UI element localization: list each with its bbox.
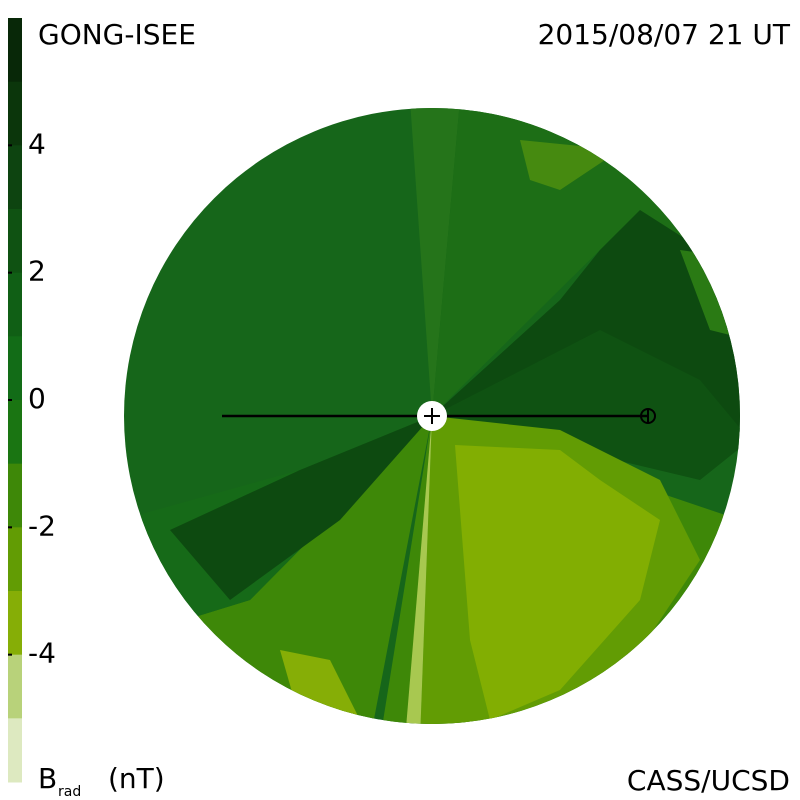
colorbar-tick-label: 2 [28, 255, 46, 288]
source-label: GONG-ISEE [38, 18, 196, 51]
quantity-subscript: rad [58, 784, 81, 800]
colorbar-band [8, 400, 22, 465]
colorbar-band [8, 81, 22, 146]
colorbar-band [8, 336, 22, 401]
unit-label: (nT) [108, 762, 165, 795]
date-label: 2015/08/07 21 UT [538, 18, 791, 51]
colorbar-tick-label: 4 [28, 127, 46, 160]
colorbar-tick-label: -2 [28, 509, 56, 542]
colorbar-band [8, 463, 22, 528]
colorbar-band [8, 718, 22, 783]
colorbar-band [8, 272, 22, 337]
colorbar-tick-label: -4 [28, 637, 56, 670]
quantity-label: B [38, 762, 57, 795]
credit-label: CASS/UCSD [627, 764, 790, 797]
colorbar-band [8, 145, 22, 210]
colorbar-tick-label: 0 [28, 382, 46, 415]
colorbar-band [8, 591, 22, 656]
solar-wind-disk [124, 108, 740, 724]
colorbar-band [8, 18, 22, 83]
colorbar: 4 2 0 -2 -4 [8, 18, 56, 783]
colorbar-band [8, 209, 22, 274]
colorbar-band [8, 654, 22, 719]
colorbar-band [8, 527, 22, 592]
